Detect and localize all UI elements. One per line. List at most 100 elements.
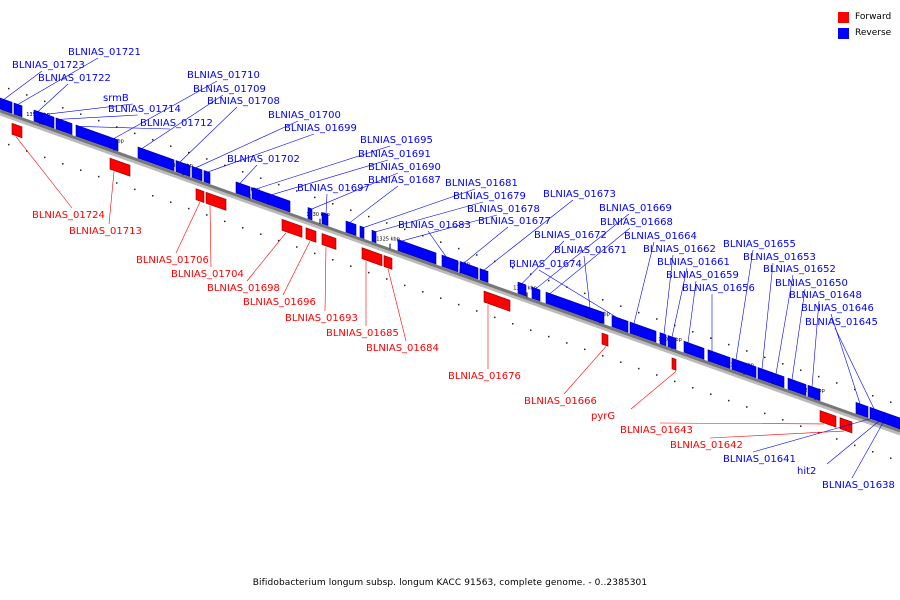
reverse-gene-block (611, 315, 629, 333)
track-dot (404, 284, 406, 287)
reverse-gene-block (683, 340, 705, 360)
reverse-gene-label: BLNIAS_01690 (368, 162, 441, 173)
track-dot (422, 291, 424, 293)
reverse-gene-label: BLNIAS_01656 (682, 283, 755, 294)
track-dot (818, 375, 820, 378)
reverse-gene-leader (752, 413, 889, 453)
reverse-gene-label: BLNIAS_01648 (789, 290, 862, 301)
reverse-gene-block (13, 102, 23, 118)
track-dot (458, 303, 460, 306)
reverse-gene-leader (583, 255, 591, 308)
reverse-gene-label: BLNIAS_01722 (38, 73, 111, 84)
reverse-gene-leader (463, 226, 509, 264)
track-dot (530, 273, 532, 275)
reverse-gene-leader (427, 230, 447, 257)
reverse-gene-leader (830, 313, 861, 404)
reverse-gene-block (267, 192, 291, 213)
track-dot (548, 335, 550, 338)
track-dot (530, 329, 532, 331)
reverse-gene-block (807, 384, 821, 401)
forward-gene-leader (659, 422, 825, 425)
track-dot (134, 188, 136, 191)
reverse-gene-label: BLNIAS_01691 (358, 149, 431, 160)
reverse-gene-leader (811, 300, 820, 387)
reverse-gene-leader (791, 288, 806, 380)
forward-gene-label: BLNIAS_01693 (285, 313, 358, 324)
forward-gene-block (205, 191, 227, 211)
reverse-gene-block (0, 97, 13, 114)
reverse-gene-label: BLNIAS_01687 (368, 175, 441, 186)
legend-forward-label: Forward (855, 12, 892, 22)
reverse-gene-block (109, 136, 119, 152)
forward-gene-label: BLNIAS_01704 (171, 269, 244, 280)
track-dot (206, 158, 208, 160)
track-dot (134, 132, 136, 135)
reverse-gene-block (235, 181, 251, 199)
reverse-gene-label: BLNIAS_01697 (297, 183, 370, 194)
reverse-gene-leader (3, 70, 43, 100)
track-dot (116, 182, 118, 184)
reverse-gene-block (397, 239, 437, 265)
track-dot (152, 195, 154, 197)
reverse-gene-block (137, 146, 175, 172)
track-dot (692, 387, 694, 389)
reverse-gene-leader (538, 269, 617, 318)
track-dot (746, 406, 748, 408)
track-dot (170, 201, 172, 203)
reverse-gene-leader (826, 413, 889, 465)
reverse-gene-leader (535, 213, 630, 289)
forward-gene-leader (246, 232, 287, 282)
reverse-gene-leader (349, 185, 399, 223)
reverse-gene-label: BLNIAS_01641 (723, 454, 796, 465)
reverse-gene-leader (521, 240, 565, 284)
track-dot (620, 361, 622, 363)
track-dot (26, 150, 28, 152)
forward-gene-label: BLNIAS_01642 (670, 440, 743, 451)
track-dot (548, 279, 550, 282)
reverse-gene-leader (255, 145, 391, 190)
track-dot (836, 382, 838, 384)
reverse-gene-block (55, 117, 73, 136)
reverse-gene-leader (851, 413, 889, 479)
reverse-gene-label: BLNIAS_01664 (624, 231, 697, 242)
track-dot (350, 209, 352, 211)
track-dot (602, 355, 604, 357)
forward-gene-label: BLNIAS_01643 (620, 425, 693, 436)
reverse-gene-label: BLNIAS_01679 (453, 191, 526, 202)
reverse-gene-block (659, 332, 667, 347)
forward-gene-label: BLNIAS_01676 (448, 371, 521, 382)
track-dot (872, 451, 874, 453)
track-dot (98, 119, 100, 122)
track-dot (710, 337, 712, 339)
track-dot (782, 363, 784, 365)
track-dot (764, 412, 766, 415)
legend-reverse-label: Reverse (855, 28, 892, 38)
track-dot (332, 203, 334, 205)
forward-gene-block (281, 218, 303, 238)
forward-gene-leader (387, 268, 407, 342)
forward-gene-block (839, 417, 853, 434)
track-dot (854, 388, 856, 391)
reverse-gene-label: hit2 (797, 466, 816, 477)
reverse-gene-label: BLNIAS_01714 (108, 104, 181, 115)
track-dot (8, 87, 10, 90)
track-dot (836, 438, 838, 440)
reverse-gene-block (191, 165, 203, 182)
track-dot (350, 265, 352, 267)
reverse-gene-label: BLNIAS_01710 (187, 70, 260, 81)
track-dot (656, 374, 658, 376)
reverse-gene-block (517, 281, 527, 297)
track-dot (584, 292, 586, 295)
reverse-gene-label: BLNIAS_01655 (723, 239, 796, 250)
forward-gene-label: BLNIAS_01685 (326, 328, 399, 339)
track-dot (602, 299, 604, 301)
track-dot (638, 311, 640, 314)
forward-gene-block (483, 290, 511, 312)
track-dot (458, 247, 460, 250)
legend-forward: Forward (838, 9, 891, 25)
track-dot (80, 113, 82, 115)
reverse-gene-block (771, 372, 785, 389)
reverse-gene-block (307, 207, 313, 221)
reverse-gene-label: BLNIAS_01683 (398, 220, 471, 231)
